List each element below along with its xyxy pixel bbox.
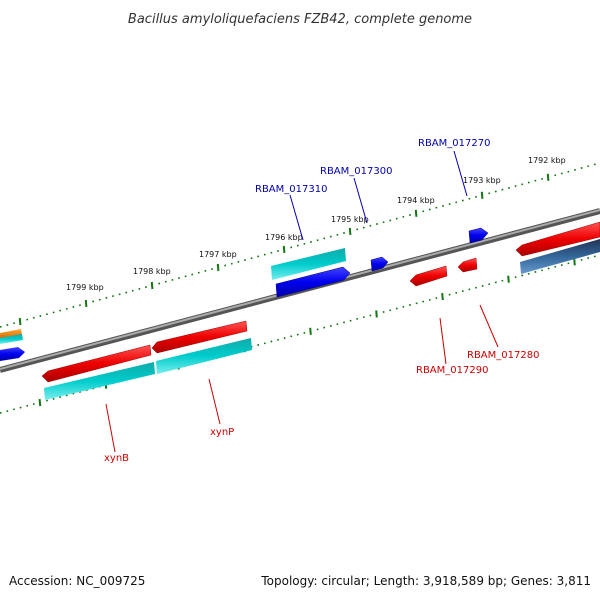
gene-xynB[interactable] [41,344,152,383]
major-tick [546,173,550,181]
scale-label: 1798 kbp [133,267,171,276]
major-tick [216,263,220,272]
gene-label-RBAM_017270[interactable]: RBAM_017270 [418,138,490,149]
scale-label: 1799 kbp [66,283,104,292]
gene-xynP[interactable] [151,320,248,354]
gene-label-RBAM_017280[interactable]: RBAM_017280 [467,350,539,361]
gene-reverse-right[interactable] [515,221,600,257]
scale-label: 1794 kbp [397,196,435,205]
label-connectors [105,150,499,453]
major-tick [348,227,352,235]
major-tick [282,245,286,253]
major-tick [38,399,42,407]
scale-labels: 1799 kbp 1798 kbp 1797 kbp 1796 kbp 1795… [66,156,566,292]
gene-RBAM_017280[interactable] [457,257,478,273]
gene-labels: RBAM_017310 RBAM_017300 RBAM_017270 xynB… [104,138,539,464]
major-tick [18,318,22,326]
major-tick [84,299,88,308]
scale-label: 1795 kbp [331,215,369,224]
major-tick [573,258,576,266]
gene-label-xynP[interactable]: xynP [210,427,234,438]
gene-label-RBAM_017310[interactable]: RBAM_017310 [255,184,327,195]
scale-label: 1796 kbp [265,233,303,242]
cds-xynB [44,362,155,400]
gene-RBAM_017300[interactable] [370,256,389,272]
major-tick [441,293,444,301]
gene-label-xynB[interactable]: xynB [104,453,129,464]
cds-xynP [156,338,252,374]
scale-label: 1793 kbp [463,176,501,185]
major-tick [150,281,154,290]
gene-left-edge[interactable] [0,347,25,361]
gene-label-RBAM_017290[interactable]: RBAM_017290 [416,365,488,376]
outer-scale-ticks [0,163,596,328]
gene-label-RBAM_017300[interactable]: RBAM_017300 [320,166,392,177]
map-title: Bacillus amyloliquefaciens FZB42, comple… [128,12,472,27]
major-tick [507,275,510,283]
major-tick [309,327,312,335]
major-tick [375,310,378,318]
cds-right-dark [520,239,600,274]
scale-label: 1792 kbp [528,156,566,165]
gene-RBAM_017270[interactable] [468,227,489,244]
gene-RBAM_017310[interactable] [275,266,351,298]
misc-feature [0,329,23,344]
gene-RBAM_017290[interactable] [409,265,448,287]
major-tick [480,191,484,199]
scale-label: 1797 kbp [199,250,237,259]
topology-summary: Topology: circular; Length: 3,918,589 bp… [261,574,591,588]
accession-text: Accession: NC_009725 [9,574,146,588]
major-tick [414,209,418,217]
cds-RBAM_017310 [271,248,346,280]
